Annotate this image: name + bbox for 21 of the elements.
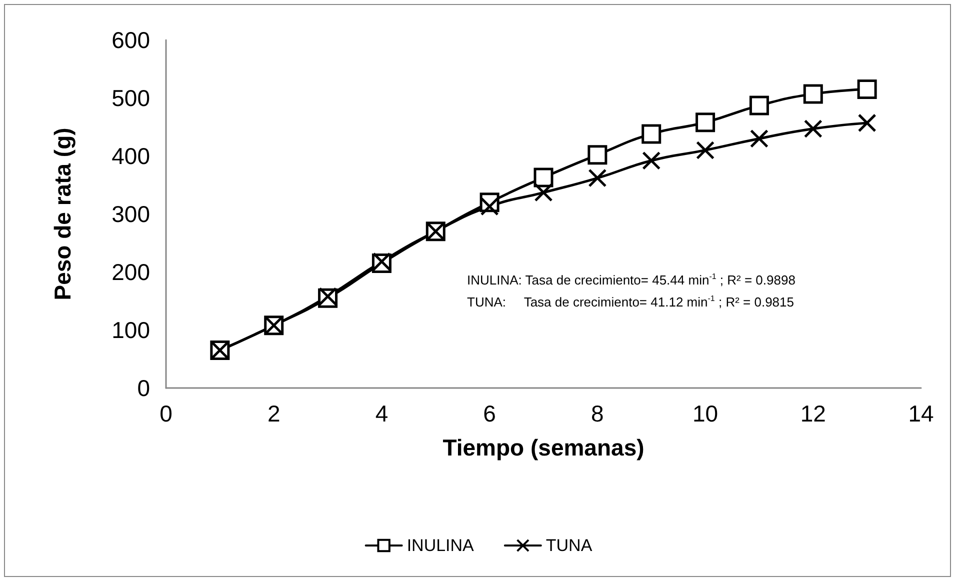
y-tick-label: 300 xyxy=(112,201,150,227)
annotation: TUNA: Tasa de crecimiento= 41.12 min$^{-1}$ ; R² = 0.9815 xyxy=(467,293,795,312)
y-tick-label: 200 xyxy=(112,259,150,285)
annotation: INULINA: Tasa de crecimiento= 45.44 min$^{-1}$ ; R² = 0.9898 xyxy=(467,271,796,290)
x-tick-label: 2 xyxy=(267,400,280,426)
x-tick-label: 14 xyxy=(908,400,934,426)
x-tick-label: 8 xyxy=(591,400,604,426)
legend-label: TUNA xyxy=(546,536,593,555)
x-tick-label: 10 xyxy=(692,400,718,426)
x-tick-label: 12 xyxy=(800,400,826,426)
x-tick-label: 4 xyxy=(375,400,388,426)
y-axis-title: Peso de rata (g) xyxy=(50,128,76,300)
x-tick-label: 6 xyxy=(483,400,496,426)
y-tick-label: 0 xyxy=(137,375,150,401)
y-tick-label: 400 xyxy=(112,143,150,169)
x-axis-title: Tiempo (semanas) xyxy=(442,434,644,460)
y-tick-label: 600 xyxy=(112,27,150,53)
y-tick-label: 100 xyxy=(112,317,150,343)
legend-label: INULINA xyxy=(406,536,475,555)
x-tick-label: 0 xyxy=(160,400,172,426)
y-tick-label: 500 xyxy=(112,85,150,111)
